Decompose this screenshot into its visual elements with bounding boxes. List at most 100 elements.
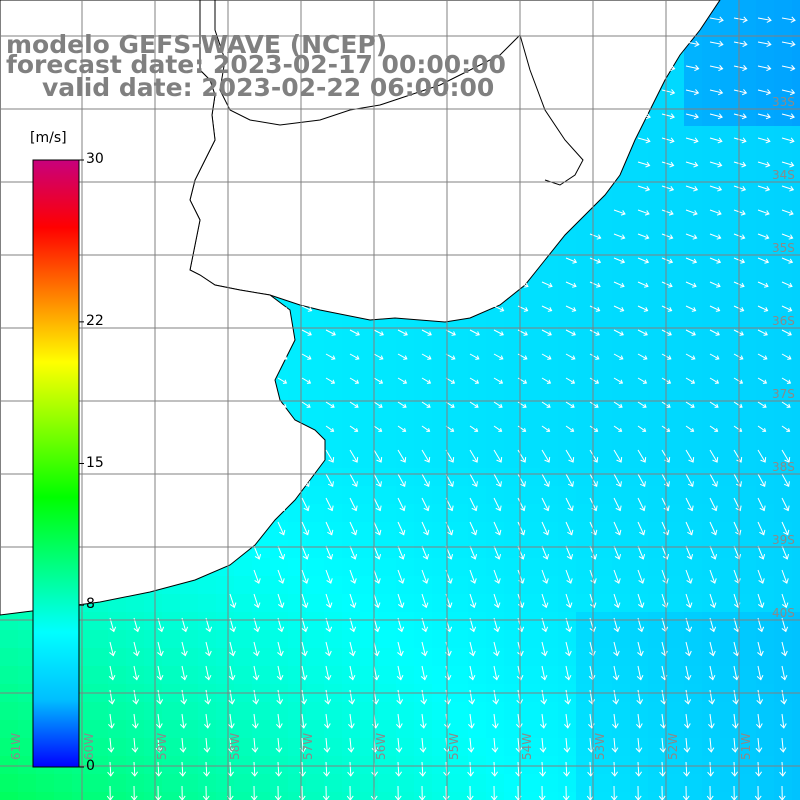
wind-speed-cell	[342, 594, 360, 612]
wind-arrow-head	[614, 578, 621, 584]
wind-arrow	[133, 761, 136, 777]
wind-arrow-head	[717, 113, 723, 120]
wind-arrow	[277, 689, 281, 704]
wind-speed-cell	[702, 720, 720, 738]
wind-arrow	[277, 377, 287, 384]
wind-speed-cell	[378, 450, 396, 468]
wind-arrow-head	[708, 699, 716, 705]
wind-arrow-head	[132, 699, 140, 705]
wind-speed-cell	[612, 720, 630, 738]
wind-speed-cell	[360, 396, 378, 414]
wind-arrow	[349, 593, 355, 608]
wind-arrow-head	[685, 650, 692, 657]
wind-arrow	[637, 737, 640, 752]
wind-speed-cell	[144, 738, 162, 756]
wind-speed-cell	[684, 702, 702, 720]
wind-speed-cell	[792, 450, 800, 468]
wind-arrow-head	[618, 403, 623, 408]
wind-speed-cell	[450, 720, 468, 738]
wind-arrow	[325, 473, 334, 487]
wind-speed-cell	[774, 576, 792, 594]
wind-speed-cell	[486, 360, 504, 378]
wind-arrow-head	[563, 747, 571, 753]
wind-speed-cell	[792, 486, 800, 504]
wind-speed-cell	[720, 270, 738, 288]
wind-arrow	[373, 545, 380, 560]
wind-arrow	[565, 545, 572, 560]
wind-arrow	[565, 521, 573, 535]
wind-arrow	[781, 65, 795, 70]
wind-arrow	[421, 641, 426, 656]
wind-speed-cell	[720, 306, 738, 324]
wind-arrow	[157, 641, 162, 656]
wind-arrow-head	[427, 355, 432, 360]
wind-speed-cell	[540, 306, 558, 324]
wind-arrow	[421, 521, 429, 535]
wind-arrow	[301, 473, 310, 487]
wind-arrow-head	[731, 771, 738, 777]
wind-arrow-head	[764, 234, 770, 240]
wind-arrow-head	[738, 403, 743, 408]
wind-speed-cell	[594, 720, 612, 738]
wind-arrow-head	[379, 355, 384, 360]
wind-arrow-head	[379, 306, 385, 312]
wind-arrow	[301, 497, 309, 511]
wind-speed-cell	[594, 360, 612, 378]
wind-arrow	[589, 713, 593, 728]
wind-arrow-head	[422, 578, 429, 584]
wind-speed-cell	[756, 108, 774, 126]
wind-speed-cell	[612, 432, 630, 450]
wind-speed-cell	[126, 720, 144, 738]
wind-arrow	[733, 713, 737, 728]
wind-speed-cell	[396, 702, 414, 720]
wind-arrow-head	[639, 481, 646, 488]
wind-arrow-head	[547, 306, 553, 312]
wind-speed-cell	[666, 414, 684, 432]
wind-speed-cell	[504, 648, 522, 666]
wind-arrow-head	[742, 16, 748, 23]
wind-speed-cell	[612, 216, 630, 234]
wind-speed-cell	[720, 666, 738, 684]
wind-arrow-head	[740, 258, 746, 264]
wind-speed-cell	[450, 738, 468, 756]
longitude-label: 60W	[82, 733, 96, 760]
wind-speed-cell	[396, 756, 414, 774]
wind-arrow-head	[779, 747, 787, 753]
wind-speed-cell	[738, 666, 756, 684]
wind-arrow-head	[790, 40, 796, 48]
wind-speed-cell	[324, 738, 342, 756]
wind-speed-cell	[648, 162, 666, 180]
wind-speed-cell	[756, 0, 774, 18]
wind-speed-cell	[576, 486, 594, 504]
wind-arrow-head	[227, 747, 235, 753]
wind-arrow-head	[133, 626, 141, 633]
wind-arrow-head	[323, 771, 330, 777]
wind-arrow-head	[570, 428, 575, 432]
wind-arrow	[637, 281, 649, 287]
wind-speed-cell	[522, 666, 540, 684]
wind-speed-cell	[396, 360, 414, 378]
wind-speed-cell	[360, 576, 378, 594]
wind-arrow	[757, 185, 770, 191]
wind-speed-cell	[612, 630, 630, 648]
wind-arrow	[685, 689, 689, 704]
wind-arrow-head	[572, 282, 577, 288]
wind-speed-cell	[648, 576, 666, 594]
wind-arrow-head	[131, 771, 138, 777]
wind-arrow-head	[692, 210, 698, 216]
wind-arrow	[469, 665, 474, 680]
wind-arrow-head	[375, 505, 382, 512]
wind-arrow-head	[467, 771, 474, 777]
wind-arrow-head	[715, 306, 721, 312]
wind-arrow	[733, 377, 743, 384]
wind-arrow-head	[616, 457, 623, 463]
wind-arrow-head	[499, 331, 504, 336]
wind-arrow-head	[694, 89, 700, 96]
wind-speed-cell	[738, 612, 756, 630]
wind-speed-cell	[504, 666, 522, 684]
wind-arrow-head	[742, 40, 748, 48]
wind-speed-cell	[666, 144, 684, 162]
wind-arrow-head	[568, 457, 575, 463]
wind-speed-cell	[756, 774, 774, 792]
wind-arrow	[589, 353, 600, 360]
